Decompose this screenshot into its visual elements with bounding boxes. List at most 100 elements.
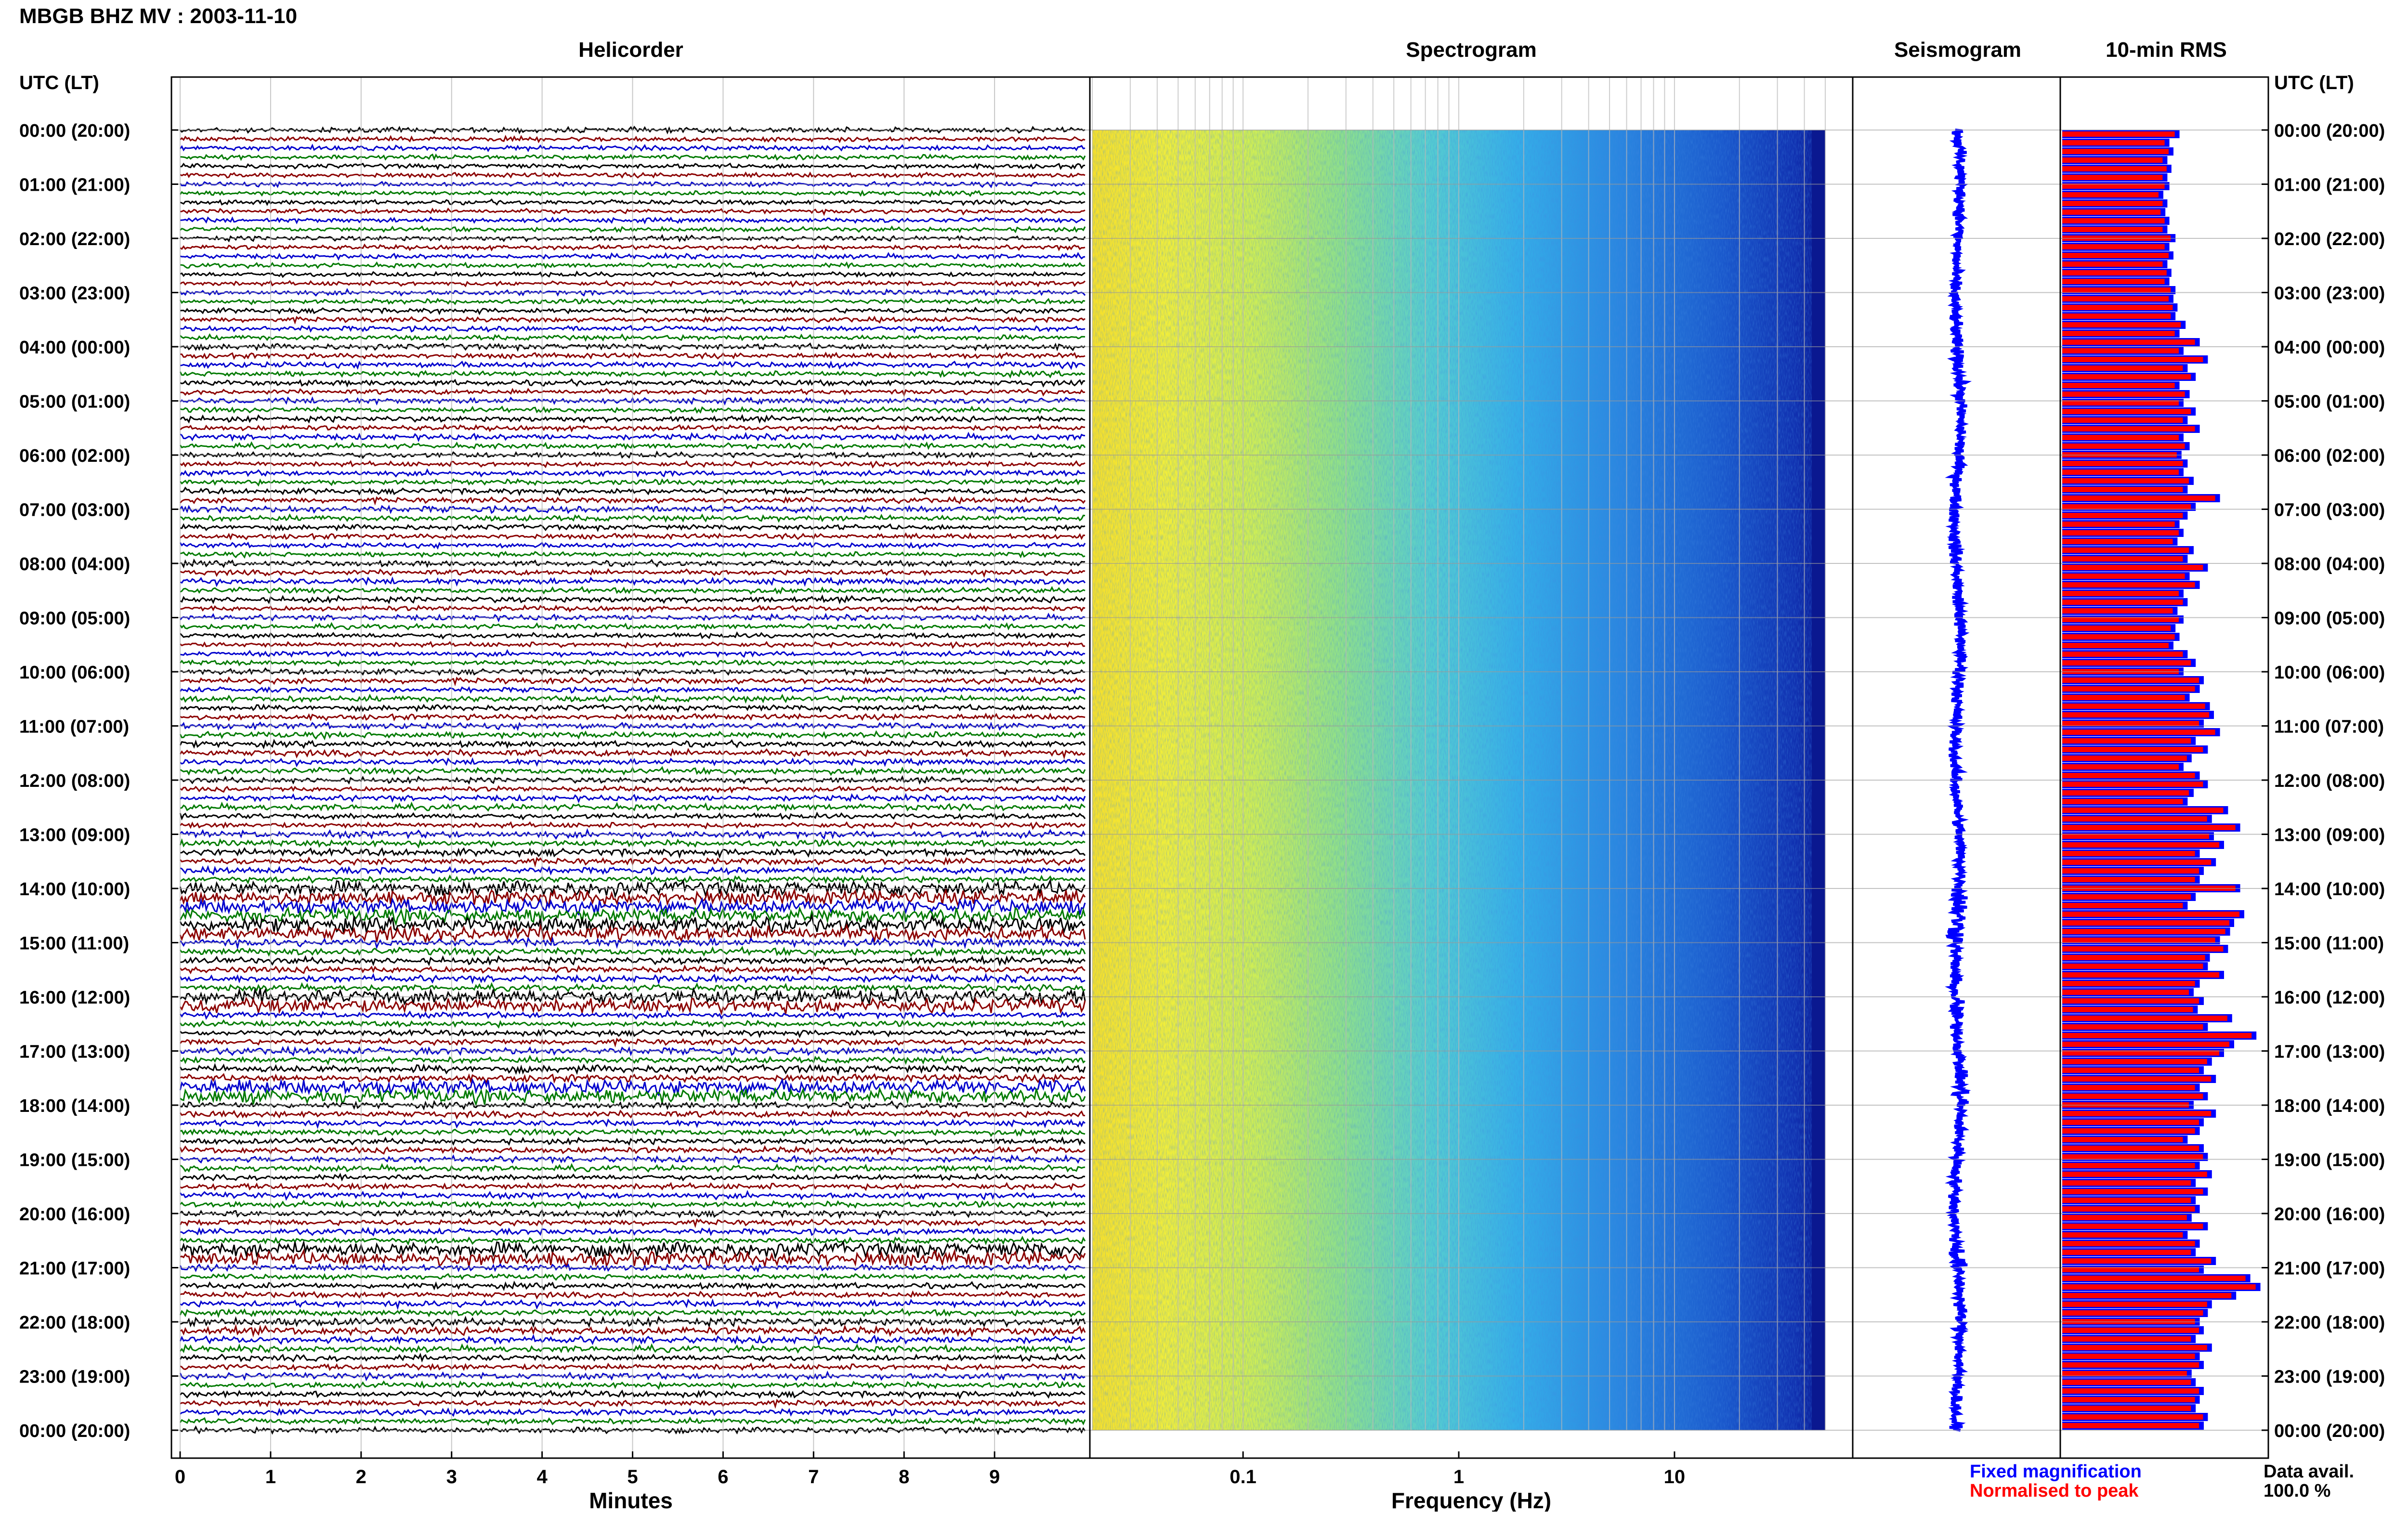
time-label-right: 10:00 (06:00)	[2274, 663, 2385, 683]
rms-bar-normalised	[2062, 426, 2195, 431]
rms-bar-normalised	[2062, 1120, 2199, 1125]
time-label-left: 02:00 (22:00)	[19, 229, 130, 249]
rms-bar-normalised	[2062, 1414, 2203, 1420]
rms-bar-normalised	[2062, 1007, 2193, 1012]
rms-bar-normalised	[2062, 1198, 2191, 1203]
rms-bar-normalised	[2062, 773, 2195, 778]
panel-frame	[2059, 76, 2269, 1459]
rms-bar-normalised	[2062, 1276, 2246, 1281]
rms-bar-normalised	[2062, 1241, 2195, 1246]
time-label-right: 03:00 (23:00)	[2274, 284, 2385, 304]
rms-bar-normalised	[2062, 487, 2183, 492]
rms-bar-normalised	[2062, 721, 2199, 726]
time-label-right: 13:00 (09:00)	[2274, 825, 2385, 846]
time-label-left: 06:00 (02:00)	[19, 446, 130, 466]
helicorder-background	[171, 77, 1090, 1458]
time-label-right: 19:00 (15:00)	[2274, 1150, 2385, 1171]
rms-bar-normalised	[2062, 1137, 2183, 1142]
rms-bar-normalised	[2062, 313, 2171, 319]
rms-bar-normalised	[2062, 444, 2185, 449]
time-label-right: 12:00 (08:00)	[2274, 771, 2385, 791]
rms-bar-normalised	[2062, 868, 2199, 874]
rms-bar-normalised	[2062, 1016, 2227, 1021]
rms-bar-normalised	[2062, 418, 2183, 423]
rms-bar-normalised	[2062, 1024, 2203, 1030]
rms-bar-normalised	[2062, 738, 2191, 744]
rms-bar-normalised	[2062, 574, 2185, 579]
rms-bar-normalised	[2062, 912, 2239, 917]
time-label-left: 13:00 (09:00)	[19, 825, 130, 846]
time-label-right: 22:00 (18:00)	[2274, 1313, 2385, 1333]
time-label-right: 00:00 (20:00)	[2274, 121, 2385, 141]
rms-bar-normalised	[2062, 617, 2179, 622]
rms-bar-normalised	[2062, 955, 2205, 960]
spectrogram-tick-label: 1	[1453, 1466, 1464, 1488]
rms-bar-normalised	[2062, 513, 2183, 518]
time-axis-label-left: UTC (LT)	[19, 72, 99, 93]
rms-bar-normalised	[2062, 244, 2165, 249]
time-label-left: 07:00 (03:00)	[19, 500, 130, 521]
time-label-right: 06:00 (02:00)	[2274, 446, 2385, 466]
rms-bar-normalised	[2062, 608, 2173, 613]
rms-bar-normalised	[2062, 834, 2209, 839]
rms-bar-normalised	[2062, 1215, 2187, 1220]
minute-tick-label: 7	[808, 1466, 819, 1488]
rms-bar-normalised	[2062, 1380, 2191, 1385]
helicorder-panel	[171, 77, 1090, 1458]
rms-bar-normalised	[2062, 296, 2169, 301]
rms-bar-normalised	[2062, 1068, 2199, 1073]
rms-bar-normalised	[2062, 678, 2199, 683]
rms-bar-normalised	[2062, 548, 2189, 553]
rms-bar-normalised	[2062, 253, 2169, 258]
rms-bar-normalised	[2062, 1423, 2199, 1428]
rms-bar-normalised	[2062, 981, 2195, 986]
minute-tick-label: 3	[446, 1466, 457, 1488]
rms-bar-normalised	[2062, 322, 2181, 327]
rms-bar-normalised	[2062, 877, 2195, 882]
time-label-left: 19:00 (15:00)	[19, 1150, 130, 1171]
rms-bar-normalised	[2062, 530, 2179, 535]
time-label-left: 20:00 (16:00)	[19, 1204, 130, 1225]
rms-bar-normalised	[2062, 392, 2185, 397]
spectrogram-panel: 0.1 1 10	[1090, 77, 1853, 1488]
rms-bar-normalised	[2062, 894, 2191, 900]
rms-bar-normalised	[2062, 1189, 2203, 1194]
rms-bar-normalised	[2062, 626, 2171, 631]
rms-bar-normalised	[2062, 287, 2171, 293]
rms-bar-normalised	[2062, 686, 2195, 692]
time-label-left: 09:00 (05:00)	[19, 609, 130, 629]
rms-panel	[2060, 77, 2268, 1458]
rms-bar-normalised	[2062, 591, 2179, 596]
time-label-left: 17:00 (13:00)	[19, 1042, 130, 1062]
rms-bar-normalised	[2062, 920, 2229, 926]
rms-bar-normalised	[2062, 1267, 2199, 1272]
rms-bar-normalised	[2062, 825, 2236, 830]
rms-bar-normalised	[2062, 660, 2191, 666]
rms-bar-normalised	[2062, 704, 2205, 709]
time-label-right: 05:00 (01:00)	[2274, 392, 2385, 412]
rms-bar-normalised	[2062, 1111, 2212, 1116]
rms-bar-normalised	[2062, 166, 2167, 171]
rms-bar-normalised	[2062, 279, 2165, 284]
rms-bar-normalised	[2062, 365, 2183, 371]
rms-bar-normalised	[2062, 1154, 2203, 1160]
rms-bar-normalised	[2062, 1128, 2195, 1134]
time-label-left: 08:00 (04:00)	[19, 554, 130, 574]
time-label-left: 21:00 (17:00)	[19, 1259, 130, 1279]
spectrogram-xlabel: Frequency (Hz)	[1391, 1488, 1551, 1512]
rms-bar-normalised	[2062, 764, 2179, 770]
minute-tick-label: 5	[627, 1466, 638, 1488]
rms-bar-normalised	[2062, 1224, 2203, 1229]
time-label-left: 10:00 (06:00)	[19, 663, 130, 683]
rms-bar-normalised	[2062, 1345, 2207, 1350]
rms-bar-normalised	[2062, 478, 2189, 483]
spectrogram-title: Spectrogram	[1406, 38, 1536, 62]
rms-bar-normalised	[2062, 1085, 2195, 1090]
rms-bar-normalised	[2062, 209, 2161, 215]
rms-bar-normalised	[2062, 435, 2179, 440]
rms-bar-normalised	[2062, 400, 2179, 405]
minute-tick-label: 4	[537, 1466, 548, 1488]
rms-bar-normalised	[2062, 860, 2212, 865]
rms-bar-normalised	[2062, 1180, 2191, 1186]
time-label-left: 04:00 (00:00)	[19, 338, 130, 358]
